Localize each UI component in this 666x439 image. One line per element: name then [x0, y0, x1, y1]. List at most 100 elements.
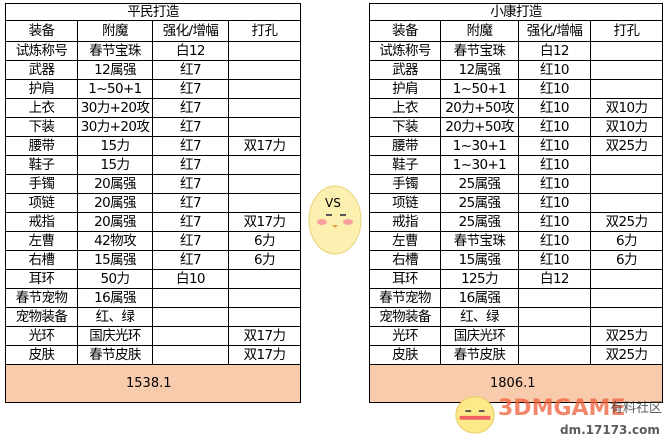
table-cell: 30力+20攻 [77, 117, 153, 137]
table-cell: 宠物装备 [5, 307, 78, 327]
table-cell: 红10 [518, 250, 591, 270]
table-cell [228, 269, 301, 289]
table-title: 小康打造 [369, 3, 663, 21]
table-cell: 项链 [5, 193, 78, 213]
table-title: 平民打造 [5, 3, 301, 21]
table-cell: 春节宝珠 [440, 41, 519, 61]
table-row: 戒指 25属强 红10 双25力 [369, 212, 663, 232]
table-cell: 鞋子 [5, 155, 78, 175]
table-cell [518, 288, 591, 308]
table-row: 戒指 20属强 红7 双17力 [5, 212, 301, 232]
table-cell: 红10 [518, 174, 591, 194]
watermark-community: 有料社区 [610, 401, 663, 416]
table-row: 鞋子 1~30+1 红10 [369, 155, 663, 175]
table-row: 左曹 42物攻 红7 6力 [5, 231, 301, 251]
table-cell: 双17力 [228, 136, 301, 156]
table-row: 腰带 1~30+1 红10 双25力 [369, 136, 663, 156]
table-cell [590, 79, 663, 99]
table-cell: 试炼称号 [5, 41, 78, 61]
table-cell: 6力 [590, 250, 663, 270]
table-cell: 左曹 [369, 231, 441, 251]
table-cell [590, 269, 663, 289]
table-cell: 手镯 [5, 174, 78, 194]
table-cell: 双17力 [228, 345, 301, 365]
table-row: 项链 25属强 红10 [369, 193, 663, 213]
column-header: 打孔 [590, 20, 663, 42]
table-cell [518, 345, 591, 365]
table-cell: 护肩 [369, 79, 441, 99]
table-row: 左曹 春节宝珠 红10 6力 [369, 231, 663, 251]
column-header: 强化/增幅 [152, 20, 229, 42]
table-cell: 12属强 [440, 60, 519, 80]
table-cell: 25属强 [440, 212, 519, 232]
table-cell: 42物攻 [77, 231, 153, 251]
table-cell: 1~30+1 [440, 155, 519, 175]
table-cell: 25属强 [440, 193, 519, 213]
right-build-table: 小康打造 装备 附魔 强化/增幅 打孔 试炼称号 春节宝珠 白12 武器 12属强 红10 护肩 1~5… [369, 3, 663, 403]
title-row: 小康打造 [369, 3, 663, 21]
table-row: 护肩 1~50+1 红10 [369, 79, 663, 99]
table-row: 上衣 20力+50攻 红10 双10力 [369, 98, 663, 118]
table-cell: 试炼称号 [369, 41, 441, 61]
table-row: 试炼称号 春节宝珠 白12 [5, 41, 301, 61]
table-cell: 20力+50攻 [440, 98, 519, 118]
table-row: 手镯 25属强 红10 [369, 174, 663, 194]
table-cell: 1~30+1 [440, 136, 519, 156]
watermark-site: dm.17173.com [560, 423, 660, 437]
table-cell: 下装 [369, 117, 441, 137]
table-row: 春节宠物 16属强 [5, 288, 301, 308]
table-cell: 6力 [228, 250, 301, 270]
table-row: 护肩 1~50+1 红7 [5, 79, 301, 99]
table-cell: 春节宠物 [5, 288, 78, 308]
table-cell: 红7 [152, 117, 229, 137]
table-cell: 光环 [369, 326, 441, 346]
vs-label: VS [325, 196, 341, 210]
total-value: 1806.1 [369, 364, 663, 403]
table-row: 腰带 15力 红7 双17力 [5, 136, 301, 156]
table-row: 皮肤 春节皮肤 双25力 [369, 345, 663, 365]
table-cell: 春节宠物 [369, 288, 441, 308]
table-cell [590, 155, 663, 175]
table-row: 宠物装备 红、绿 [5, 307, 301, 327]
table-cell: 50力 [77, 269, 153, 289]
table-row: 春节宠物 16属强 [369, 288, 663, 308]
table-cell: 红7 [152, 174, 229, 194]
table-cell [152, 288, 229, 308]
table-cell [518, 326, 591, 346]
column-header: 打孔 [228, 20, 301, 42]
table-cell: 戒指 [5, 212, 78, 232]
table-cell [228, 98, 301, 118]
table-cell: 12属强 [77, 60, 153, 80]
table-cell: 耳环 [5, 269, 78, 289]
table-cell [590, 307, 663, 327]
table-cell: 双17力 [228, 326, 301, 346]
table-cell: 红7 [152, 98, 229, 118]
table-cell [228, 155, 301, 175]
table-cell: 双17力 [228, 212, 301, 232]
table-cell: 20属强 [77, 212, 153, 232]
table-cell [590, 193, 663, 213]
table-cell [228, 41, 301, 61]
table-cell: 25属强 [440, 174, 519, 194]
table-cell: 16属强 [77, 288, 153, 308]
table-cell: 红7 [152, 231, 229, 251]
total-row: 1806.1 [369, 364, 663, 403]
table-cell: 手镯 [369, 174, 441, 194]
table-row: 右槽 15属强 红10 6力 [369, 250, 663, 270]
table-cell: 红7 [152, 250, 229, 270]
table-cell: 20属强 [77, 193, 153, 213]
title-row: 平民打造 [5, 3, 301, 21]
table-cell: 红、绿 [440, 307, 519, 327]
table-row: 耳环 125力 白12 [369, 269, 663, 289]
table-cell: 上衣 [5, 98, 78, 118]
table-cell: 白12 [152, 41, 229, 61]
table-row: 项链 20属强 红7 [5, 193, 301, 213]
table-cell: 右槽 [5, 250, 78, 270]
table-cell: 20属强 [77, 174, 153, 194]
table-row: 右槽 15属强 红7 6力 [5, 250, 301, 270]
table-row: 鞋子 15力 红7 [5, 155, 301, 175]
table-row: 光环 国庆光环 双25力 [369, 326, 663, 346]
table-cell [590, 41, 663, 61]
table-row: 下装 20力+50攻 红10 双10力 [369, 117, 663, 137]
table-cell: 春节皮肤 [77, 345, 153, 365]
